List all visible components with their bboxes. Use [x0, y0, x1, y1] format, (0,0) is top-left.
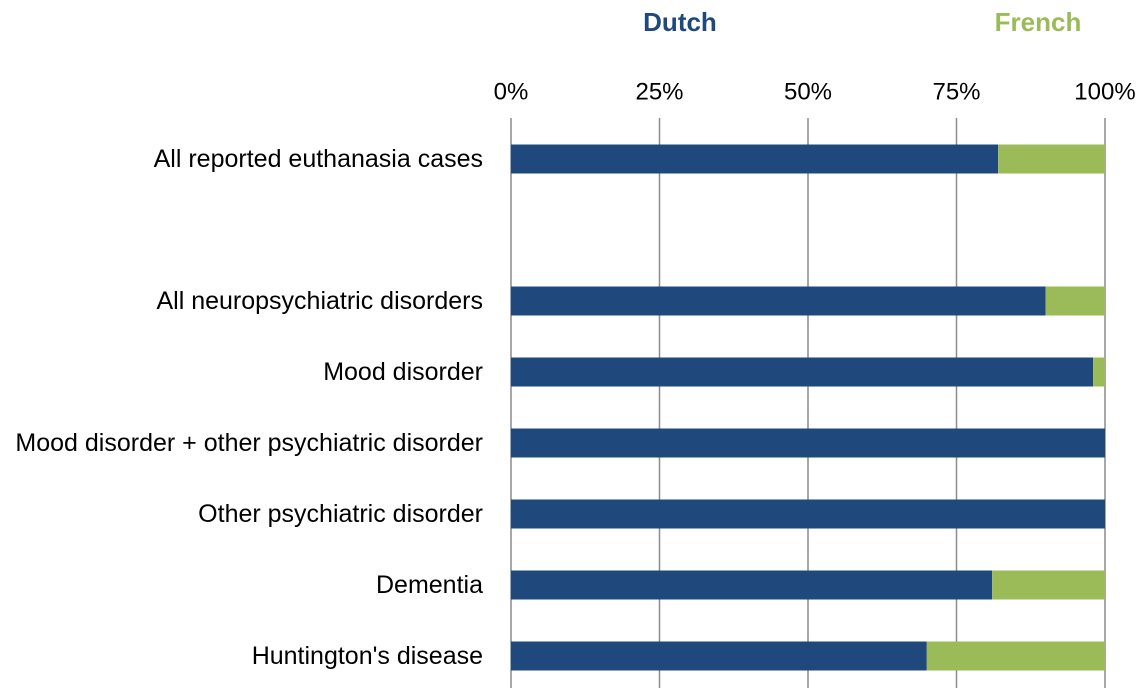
x-tick-label: 100% [1074, 78, 1135, 105]
category-text: Other psychiatric disorder [198, 499, 483, 528]
y-tick-label: All neuropsychiatric disorders [0, 266, 483, 337]
x-tick-label: 75% [932, 78, 980, 105]
x-tick-label: 50% [784, 78, 832, 105]
bar-segment [998, 144, 1105, 174]
y-tick-label: Other psychiatric disorder [0, 479, 483, 550]
bar-segment [1093, 357, 1105, 387]
y-tick-label: Huntington's disease [0, 621, 483, 688]
y-tick-label: Mood disorder [0, 337, 483, 408]
bar-segment [926, 641, 1105, 671]
category-text: All reported euthanasia cases [153, 144, 483, 173]
legend-label: French [995, 7, 1082, 37]
bar-segment [992, 570, 1105, 600]
x-tick-label: 25% [635, 78, 683, 105]
x-tick-label: 0% [494, 78, 529, 105]
category-text: Huntington's disease [251, 641, 483, 670]
bar-segment [511, 570, 993, 600]
y-tick-label: Mood disorder + other psychiatric disord… [0, 408, 483, 479]
bar-segment [511, 144, 999, 174]
bar-segment [511, 286, 1046, 316]
y-tick-label: All reported euthanasia cases [0, 124, 483, 195]
category-text: Mood disorder + other psychiatric disord… [15, 428, 483, 457]
category-text: All neuropsychiatric disorders [156, 286, 483, 315]
bar-segment [511, 499, 1105, 529]
bar-segment [511, 428, 1105, 458]
category-text: Mood disorder [323, 357, 483, 386]
y-tick-label: Dementia [0, 550, 483, 621]
bar-segment [1045, 286, 1105, 316]
bar-segment [511, 641, 927, 671]
bar-segment [511, 357, 1094, 387]
category-text: Dementia [376, 570, 483, 599]
legend-label: Dutch [643, 7, 717, 37]
